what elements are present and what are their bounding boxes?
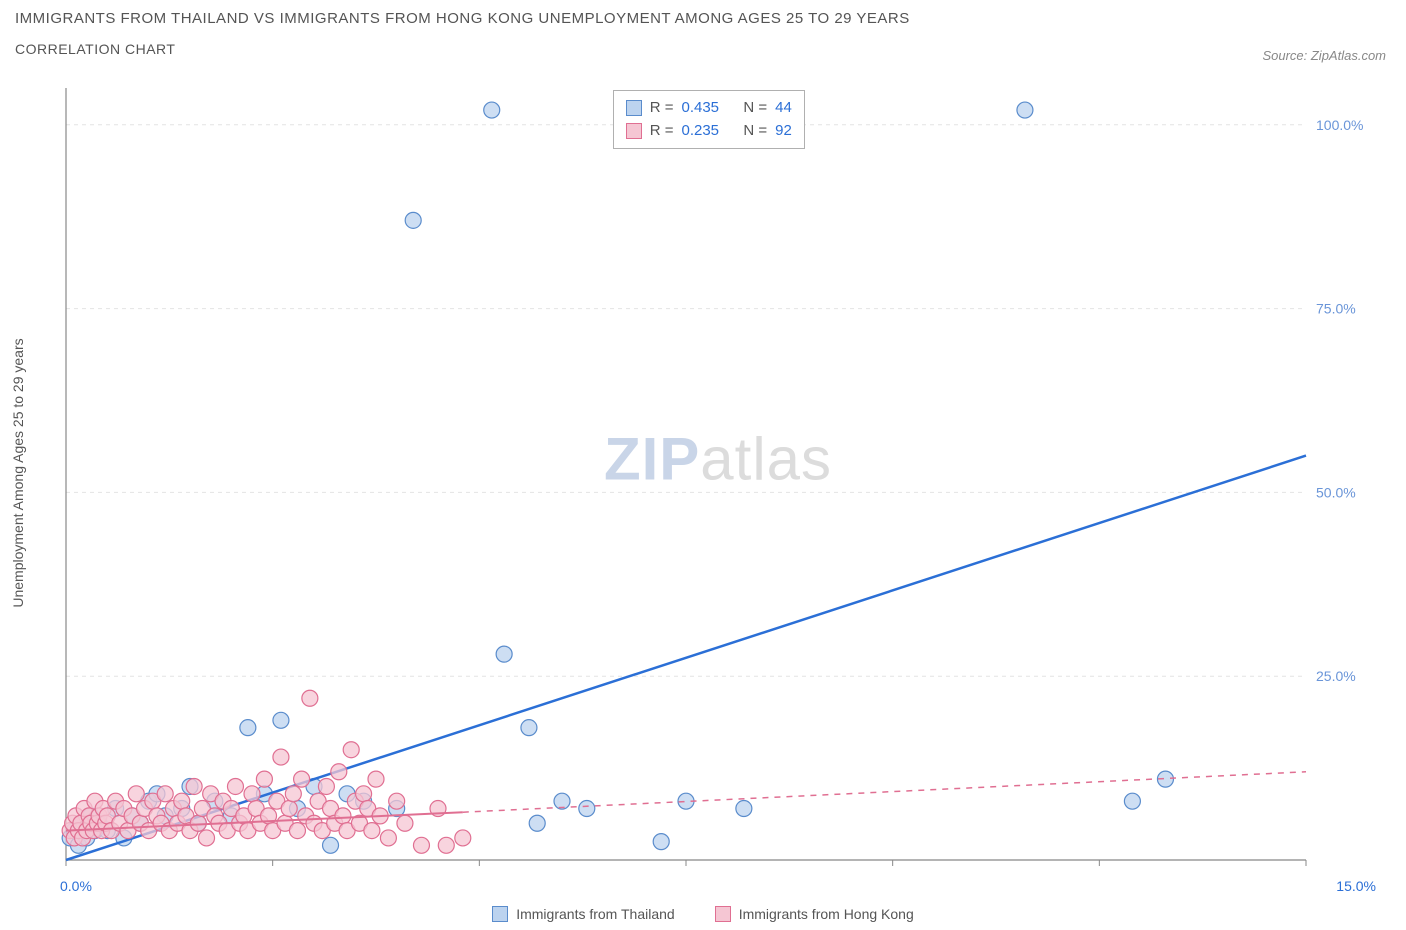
legend-swatch-hongkong bbox=[715, 906, 731, 922]
chart-area: 25.0%50.0%75.0%100.0% ZIPatlas R = 0.435… bbox=[60, 80, 1376, 870]
chart-title-line1: IMMIGRANTS FROM THAILAND VS IMMIGRANTS F… bbox=[15, 10, 1391, 27]
svg-text:100.0%: 100.0% bbox=[1316, 117, 1363, 133]
legend-label-hongkong: Immigrants from Hong Kong bbox=[739, 906, 914, 922]
x-axis-max-label: 15.0% bbox=[1336, 878, 1376, 894]
scatter-plot: 25.0% 50.0% 75.0% 100.0% bbox=[60, 80, 1376, 870]
svg-text:50.0%: 50.0% bbox=[1316, 484, 1356, 500]
legend-swatch-thailand bbox=[492, 906, 508, 922]
svg-text:25.0%: 25.0% bbox=[1316, 668, 1356, 684]
x-axis-min-label: 0.0% bbox=[60, 878, 92, 894]
source-label: Source: ZipAtlas.com bbox=[1262, 48, 1386, 63]
chart-title-line2: CORRELATION CHART bbox=[15, 41, 1391, 57]
svg-text:75.0%: 75.0% bbox=[1316, 301, 1356, 317]
y-axis-label: Unemployment Among Ages 25 to 29 years bbox=[10, 338, 26, 607]
legend-stats-box: R = 0.435 N = 44R = 0.235 N = 92 bbox=[613, 90, 805, 149]
bottom-legend: Immigrants from Thailand Immigrants from… bbox=[0, 906, 1406, 922]
legend-label-thailand: Immigrants from Thailand bbox=[516, 906, 674, 922]
chart-title-block: IMMIGRANTS FROM THAILAND VS IMMIGRANTS F… bbox=[15, 10, 1391, 57]
legend-item-thailand: Immigrants from Thailand bbox=[492, 906, 674, 922]
legend-item-hongkong: Immigrants from Hong Kong bbox=[715, 906, 914, 922]
